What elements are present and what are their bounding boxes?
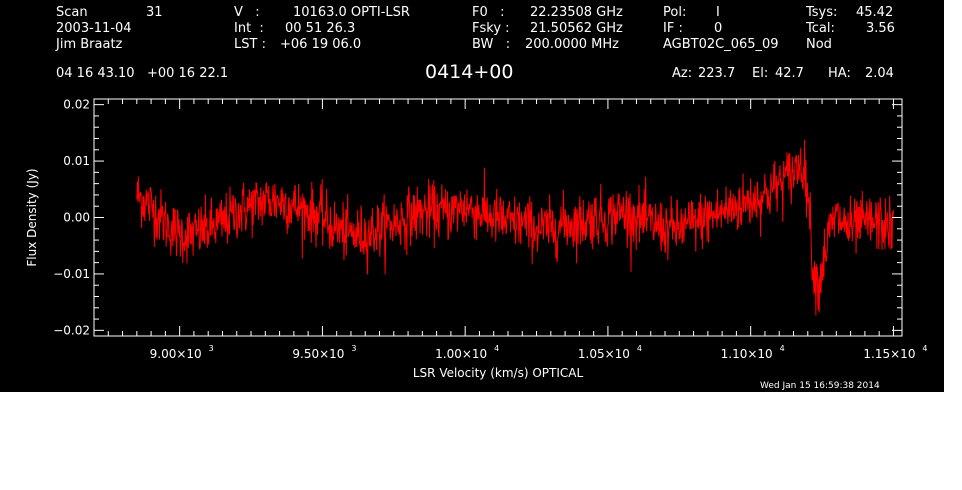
- x-tick-exponent: 3: [351, 344, 356, 353]
- tsys-value: 45.42: [856, 5, 894, 20]
- x-tick-exponent: 4: [494, 344, 499, 353]
- x-tick-label: 1.10×10: [721, 347, 773, 361]
- ha-value: 2.04: [865, 66, 894, 81]
- plot-timestamp: Wed Jan 15 16:59:38 2014: [760, 381, 880, 391]
- x-tick-exponent: 4: [637, 344, 642, 353]
- spectrum-line: [136, 139, 894, 316]
- x-tick-label: 1.15×10: [863, 347, 915, 361]
- x-tick-label: 9.50×10: [292, 347, 344, 361]
- y-tick-label: −0.01: [53, 267, 90, 281]
- y-axis-label: Flux Density (Jy): [25, 168, 39, 266]
- y-tick-label: 0.02: [63, 98, 90, 112]
- fsky-label: Fsky :: [472, 21, 510, 36]
- f0-value: 22.23508 GHz: [530, 5, 623, 20]
- az-label: Az:: [672, 66, 693, 81]
- velocity-value: 10163.0 OPTI-LSR: [293, 5, 410, 20]
- el-label: El:: [752, 66, 769, 81]
- observer-name: Jim Braatz: [56, 37, 123, 52]
- tcal-value: 3.56: [866, 21, 895, 36]
- lst-label: LST :: [234, 37, 266, 52]
- fsky-value: 21.50562 GHz: [530, 21, 623, 36]
- source-coords: 04 16 43.10 +00 16 22.1: [56, 66, 229, 81]
- if-value: 0: [714, 21, 723, 36]
- spectrum-chart: −0.02 −0.01 0.00 0.01 0.02 9.00×10 3 9.50×10 3 1.…: [25, 98, 928, 380]
- bw-label: BW :: [472, 37, 511, 52]
- bw-value: 200.0000 MHz: [525, 37, 619, 52]
- x-tick-exponent: 4: [922, 344, 927, 353]
- f0-label: F0 :: [472, 5, 505, 20]
- x-tick-exponent: 4: [780, 344, 785, 353]
- pol-value: I: [716, 5, 720, 20]
- tcal-label: Tcal:: [806, 21, 835, 36]
- x-tick-exponent: 3: [209, 344, 214, 353]
- x-axis-label: LSR Velocity (km/s) OPTICAL: [413, 366, 584, 380]
- az-value: 223.7: [698, 66, 736, 81]
- plot-canvas: Scan 31 2003-11-04 Jim Braatz V : 10163.…: [0, 0, 944, 392]
- scan-label: Scan: [56, 5, 88, 20]
- int-value: 00 51 26.3: [285, 21, 356, 36]
- y-tick-label: 0.00: [63, 211, 90, 225]
- source-name: 0414+00: [425, 61, 514, 83]
- velocity-label: V :: [234, 5, 260, 20]
- x-tick-label: 1.00×10: [435, 347, 487, 361]
- tsys-label: Tsys:: [806, 5, 838, 20]
- axis-ticks-group: −0.02 −0.01 0.00 0.01 0.02 9.00×10 3 9.50×10 3 1.…: [53, 98, 927, 361]
- x-tick-label: 1.05×10: [578, 347, 630, 361]
- if-label: IF :: [663, 21, 683, 36]
- lst-value: +06 19 06.0: [280, 37, 362, 52]
- y-tick-label: 0.01: [63, 154, 90, 168]
- ha-label: HA:: [828, 66, 851, 81]
- el-value: 42.7: [775, 66, 804, 81]
- pol-label: Pol:: [663, 5, 687, 20]
- int-label: Int :: [234, 21, 264, 36]
- y-tick-label: −0.02: [53, 323, 90, 337]
- x-tick-label: 9.00×10: [150, 347, 202, 361]
- obs-mode: Nod: [806, 37, 832, 52]
- scan-value: 31: [146, 5, 163, 20]
- project-id: AGBT02C_065_09: [663, 37, 779, 52]
- spectrum-trace-group: [136, 139, 894, 316]
- obs-date: 2003-11-04: [56, 21, 132, 36]
